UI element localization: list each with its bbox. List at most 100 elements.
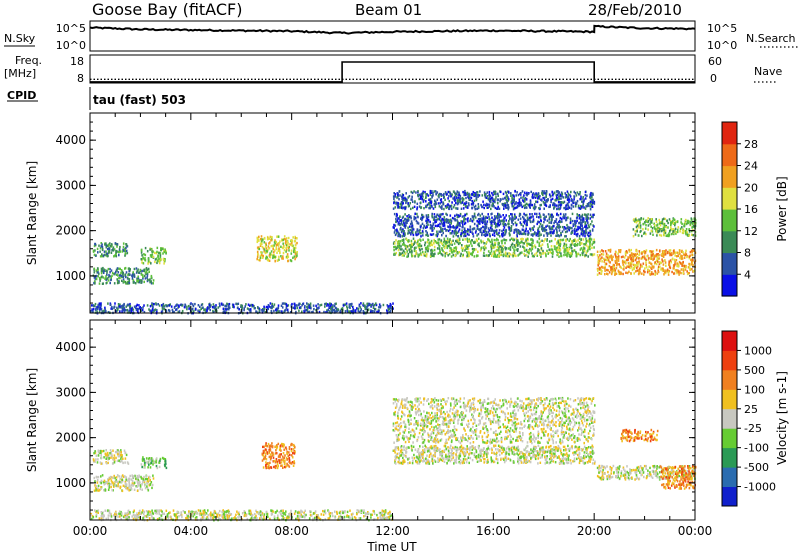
range-time-cell bbox=[463, 227, 466, 230]
range-time-cell bbox=[613, 269, 616, 272]
range-time-cell bbox=[154, 308, 157, 311]
range-time-cell bbox=[402, 202, 404, 205]
range-time-cell bbox=[99, 247, 102, 250]
range-time-cell bbox=[287, 310, 289, 314]
range-time-cell bbox=[673, 264, 676, 267]
range-time-cell bbox=[154, 260, 156, 264]
range-time-cell bbox=[431, 233, 433, 236]
range-time-cell bbox=[493, 205, 495, 208]
range-time-cell bbox=[165, 251, 167, 255]
range-time-cell bbox=[133, 275, 136, 278]
range-time-cell bbox=[162, 252, 164, 255]
range-time-cell bbox=[563, 249, 566, 252]
range-time-cell bbox=[635, 221, 638, 224]
range-time-cell bbox=[254, 307, 256, 310]
range-time-cell bbox=[587, 247, 589, 251]
range-time-cell bbox=[423, 198, 425, 202]
range-time-cell bbox=[504, 246, 506, 249]
range-time-cell bbox=[429, 191, 432, 195]
range-time-cell bbox=[526, 221, 528, 224]
range-time-cell bbox=[539, 215, 542, 219]
range-time-cell bbox=[591, 243, 593, 246]
range-time-cell bbox=[685, 228, 688, 231]
range-time-cell bbox=[680, 218, 683, 221]
range-time-cell bbox=[104, 309, 106, 312]
range-time-cell bbox=[125, 244, 128, 247]
range-time-cell bbox=[673, 218, 676, 222]
range-time-cell bbox=[498, 252, 501, 255]
range-time-cell bbox=[502, 228, 505, 231]
range-time-cell bbox=[107, 254, 109, 258]
range-time-cell bbox=[317, 303, 319, 306]
range-time-cell bbox=[123, 310, 126, 313]
range-time-cell bbox=[488, 254, 490, 257]
range-time-cell bbox=[118, 274, 121, 277]
range-time-cell bbox=[402, 241, 405, 244]
range-time-cell bbox=[281, 246, 284, 250]
range-time-cell bbox=[548, 193, 551, 196]
range-time-cell bbox=[348, 310, 350, 313]
range-time-cell bbox=[676, 230, 679, 234]
range-time-cell bbox=[692, 225, 695, 228]
range-time-cell bbox=[550, 248, 553, 251]
range-time-cell bbox=[404, 207, 407, 210]
range-time-cell bbox=[294, 257, 296, 261]
range-time-cell bbox=[124, 273, 127, 276]
range-time-cell bbox=[548, 218, 551, 221]
range-time-cell bbox=[612, 255, 614, 258]
range-time-cell bbox=[574, 244, 576, 247]
range-time-cell bbox=[518, 214, 521, 218]
range-time-cell bbox=[451, 193, 453, 196]
range-time-cell bbox=[662, 263, 665, 266]
range-time-cell bbox=[320, 303, 323, 307]
range-time-cell bbox=[512, 205, 515, 208]
range-time-cell bbox=[631, 268, 634, 272]
range-time-cell bbox=[152, 250, 154, 253]
range-time-cell bbox=[258, 258, 260, 262]
range-time-cell bbox=[540, 219, 542, 223]
range-time-cell bbox=[611, 270, 613, 273]
range-time-cell bbox=[543, 207, 545, 210]
range-time-cell bbox=[99, 306, 102, 309]
range-time-cell bbox=[429, 201, 432, 204]
range-time-cell bbox=[625, 258, 628, 262]
range-time-cell bbox=[669, 228, 672, 232]
range-time-cell bbox=[512, 246, 514, 249]
range-time-cell bbox=[454, 228, 457, 232]
range-time-cell bbox=[119, 310, 121, 313]
range-time-cell bbox=[632, 235, 635, 238]
range-time-cell bbox=[427, 223, 429, 226]
range-time-cell bbox=[560, 191, 563, 194]
range-time-cell bbox=[132, 281, 135, 284]
range-time-cell bbox=[510, 219, 513, 222]
range-time-cell bbox=[100, 245, 102, 248]
range-time-cell bbox=[120, 271, 122, 275]
range-time-cell bbox=[677, 226, 680, 229]
range-time-cell bbox=[683, 253, 685, 256]
range-time-cell bbox=[531, 252, 533, 255]
range-time-cell bbox=[113, 306, 115, 309]
range-time-cell bbox=[439, 225, 441, 228]
range-time-cell bbox=[574, 205, 577, 208]
range-time-cell bbox=[150, 310, 153, 313]
range-time-cell bbox=[459, 214, 461, 217]
range-time-cell bbox=[260, 251, 262, 254]
range-time-cell bbox=[217, 306, 220, 309]
range-time-cell bbox=[566, 204, 568, 207]
range-time-cell bbox=[456, 200, 459, 203]
range-time-cell bbox=[655, 218, 657, 221]
range-time-cell bbox=[274, 260, 276, 263]
range-time-cell bbox=[580, 238, 582, 241]
range-time-cell bbox=[579, 248, 582, 251]
range-time-cell bbox=[412, 254, 414, 258]
range-time-cell bbox=[519, 221, 522, 224]
range-time-cell bbox=[656, 272, 659, 275]
range-time-cell bbox=[349, 306, 351, 309]
range-time-cell bbox=[299, 306, 302, 310]
range-time-cell bbox=[559, 244, 561, 247]
range-time-cell bbox=[465, 196, 467, 200]
range-time-cell bbox=[671, 258, 674, 261]
range-time-cell bbox=[530, 249, 532, 252]
range-time-cell bbox=[398, 251, 401, 255]
range-time-cell bbox=[461, 229, 463, 232]
